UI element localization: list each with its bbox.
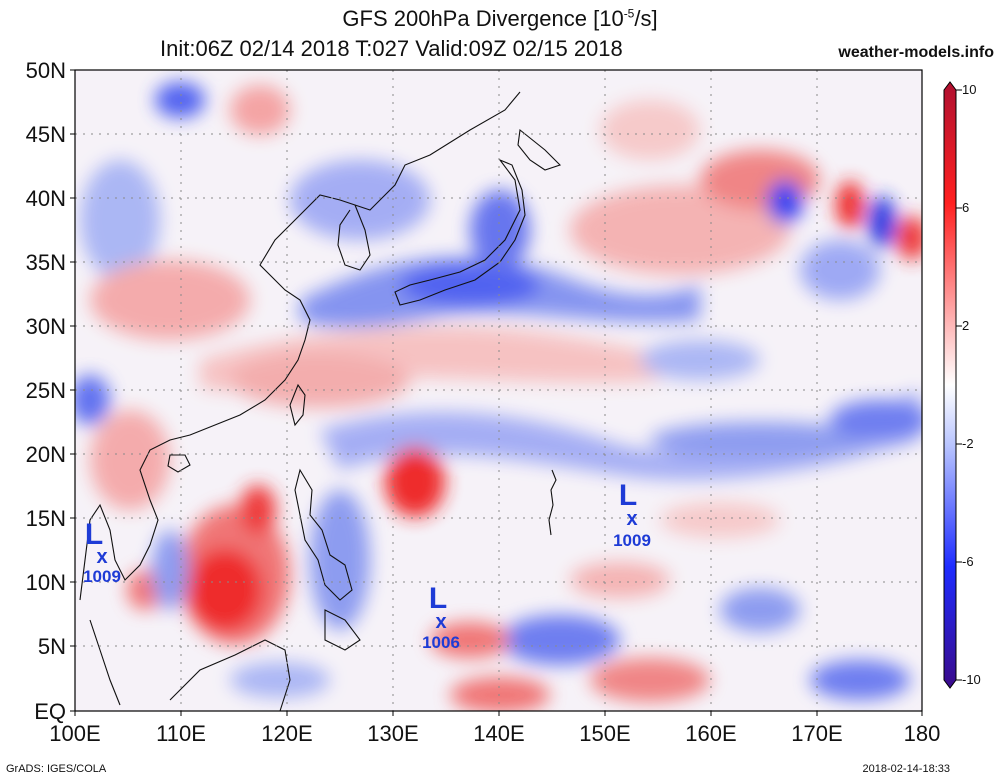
- map-title: GFS 200hPa Divergence [10-5/s]: [342, 6, 658, 31]
- colorbar-label: 2: [962, 318, 969, 333]
- lat-label: 35N: [26, 250, 66, 275]
- low-marker-3: L x 1009: [613, 479, 651, 550]
- lon-label: 120E: [261, 721, 312, 746]
- site-credit: weather-models.info: [838, 44, 994, 61]
- lon-label: 100E: [49, 721, 100, 746]
- low-letter: L: [619, 479, 637, 512]
- low-marker-1: L x 1009: [83, 518, 121, 586]
- low-letter: L: [85, 518, 103, 551]
- lat-label: 10N: [26, 570, 66, 595]
- lat-label: EQ: [34, 699, 66, 724]
- lat-label: 25N: [26, 378, 66, 403]
- lon-label: 140E: [473, 721, 524, 746]
- lat-label: 50N: [26, 58, 66, 83]
- colorbar-scale: [943, 81, 957, 689]
- colorbar-label: 10: [962, 82, 976, 97]
- colorbar-label: -10: [962, 672, 981, 687]
- low-x-icon: x: [435, 611, 446, 633]
- lon-label: 150E: [579, 721, 630, 746]
- lat-label: 5N: [38, 634, 66, 659]
- low-marker-2: L x 1006: [422, 582, 460, 652]
- lon-label: 170E: [791, 721, 842, 746]
- lon-label: 110E: [156, 721, 206, 746]
- lat-axis: 50N 45N 40N 35N 30N 25N 20N 15N 10N 5N E…: [26, 58, 75, 724]
- low-pressure: 1009: [83, 567, 121, 586]
- low-x-icon: x: [96, 546, 107, 568]
- colorbar-label: -2: [962, 436, 974, 451]
- footer-credit: GrADS: IGES/COLA: [6, 763, 107, 775]
- low-letter: L: [429, 582, 447, 615]
- colorbar-label: -6: [962, 554, 974, 569]
- lat-label: 40N: [26, 186, 66, 211]
- lon-label: 160E: [685, 721, 736, 746]
- divergence-field: [75, 70, 922, 711]
- colorbar-label: 6: [962, 200, 969, 215]
- lon-label: 180: [904, 721, 941, 746]
- lon-axis: 100E 110E 120E 130E 140E 150E 160E 170E …: [49, 711, 940, 746]
- lat-label: 20N: [26, 442, 66, 467]
- colorbar: 10 6 2 -2 -6 -10: [943, 81, 981, 689]
- footer-timestamp: 2018-02-14-18:33: [862, 763, 950, 775]
- lat-label: 45N: [26, 122, 66, 147]
- lon-label: 130E: [367, 721, 418, 746]
- lat-label: 30N: [26, 314, 66, 339]
- low-x-icon: x: [626, 508, 637, 530]
- lat-lon-grid: [75, 70, 922, 711]
- low-pressure: 1009: [613, 531, 651, 550]
- lat-label: 15N: [26, 506, 66, 531]
- low-pressure: 1006: [422, 633, 460, 652]
- map-subtitle: Init:06Z 02/14 2018 T:027 Valid:09Z 02/1…: [160, 36, 623, 61]
